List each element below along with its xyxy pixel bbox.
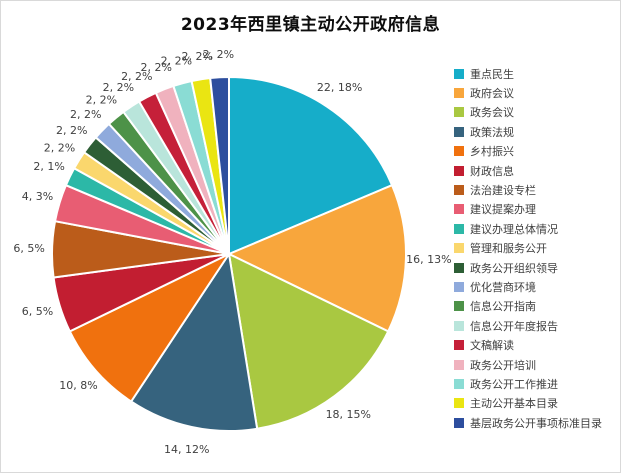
- legend-item-label: 优化营商环境: [470, 280, 536, 294]
- slice-data-label: 10, 8%: [59, 379, 97, 392]
- legend-item-7[interactable]: 法治建设专栏: [454, 180, 602, 199]
- legend-swatch-icon: [454, 68, 464, 79]
- slice-data-label: 18, 15%: [326, 408, 371, 421]
- legend-item-label: 法治建设专栏: [470, 184, 536, 198]
- legend-swatch-icon: [454, 417, 464, 428]
- legend-item-3[interactable]: 政务会议: [454, 103, 602, 122]
- legend-item-label: 乡村振兴: [470, 145, 514, 159]
- slice-data-label: 2, 1%: [33, 160, 64, 173]
- legend-swatch-icon: [454, 281, 464, 292]
- legend-item-16[interactable]: 政务公开培训: [454, 355, 602, 374]
- legend-item-label: 政务公开培训: [470, 358, 536, 372]
- legend-item-label: 主动公开基本目录: [470, 397, 558, 411]
- legend-swatch-icon: [454, 378, 464, 389]
- legend-item-label: 财政信息: [470, 164, 514, 178]
- legend-swatch-icon: [454, 262, 464, 273]
- legend-swatch-icon: [454, 107, 464, 118]
- legend-item-label: 政务公开组织领导: [470, 261, 558, 275]
- legend-swatch-icon: [454, 243, 464, 254]
- legend-item-label: 建议提案办理: [470, 203, 536, 217]
- legend-swatch-icon: [454, 398, 464, 409]
- slice-data-label: 2, 2%: [44, 141, 75, 154]
- legend-item-label: 信息公开指南: [470, 300, 536, 314]
- pie-slice-3[interactable]: [228, 253, 390, 430]
- pie-slice-19[interactable]: [209, 75, 230, 255]
- legend-swatch-icon: [454, 88, 464, 99]
- legend-item-label: 政务公开工作推进: [470, 377, 558, 391]
- legend-swatch-icon: [454, 126, 464, 137]
- legend-item-label: 信息公开年度报告: [470, 319, 558, 333]
- legend-swatch-icon: [454, 185, 464, 196]
- slice-data-label: 2, 2%: [56, 124, 87, 137]
- legend-item-14[interactable]: 信息公开年度报告: [454, 316, 602, 335]
- slice-data-label: 2, 2%: [86, 94, 117, 107]
- legend-swatch-icon: [454, 340, 464, 351]
- legend-item-10[interactable]: 管理和服务公开: [454, 239, 602, 258]
- slice-data-label: 16, 13%: [406, 253, 451, 266]
- chart-legend: 重点民生政府会议政务会议政策法规乡村振兴财政信息法治建设专栏 建议提案办理建议办理…: [454, 64, 602, 432]
- slice-data-label: 22, 18%: [317, 81, 362, 94]
- slice-data-label: 6, 5%: [22, 305, 53, 318]
- legend-item-label: 基层政务公开事项标准目录: [470, 416, 602, 430]
- legend-swatch-icon: [454, 223, 464, 234]
- legend-item-4[interactable]: 政策法规: [454, 122, 602, 141]
- legend-item-18[interactable]: 主动公开基本目录: [454, 394, 602, 413]
- pie-slice-5[interactable]: [68, 253, 230, 403]
- legend-item-label: 文稿解读: [470, 339, 514, 353]
- legend-item-5[interactable]: 乡村振兴: [454, 142, 602, 161]
- legend-item-17[interactable]: 政务公开工作推进: [454, 374, 602, 393]
- slice-data-label: 2, 2%: [161, 55, 192, 68]
- slice-data-label: 6, 5%: [13, 242, 44, 255]
- legend-item-label: 管理和服务公开: [470, 242, 547, 256]
- pie-slice-1[interactable]: [228, 76, 394, 255]
- legend-item-13[interactable]: 信息公开指南: [454, 297, 602, 316]
- legend-item-2[interactable]: 政府会议: [454, 83, 602, 102]
- legend-item-label: 政务会议: [470, 106, 514, 120]
- slice-data-label: 14, 12%: [164, 443, 209, 456]
- legend-item-15[interactable]: 文稿解读: [454, 335, 602, 354]
- legend-item-6[interactable]: 财政信息: [454, 161, 602, 180]
- legend-swatch-icon: [454, 320, 464, 331]
- legend-swatch-icon: [454, 359, 464, 370]
- legend-item-label: 政策法规: [470, 125, 514, 139]
- slice-data-label: 2, 2%: [181, 50, 212, 63]
- slice-data-label: 2, 2%: [140, 61, 171, 74]
- legend-item-label: 重点民生: [470, 67, 514, 81]
- legend-item-label: 政府会议: [470, 87, 514, 101]
- legend-item-8[interactable]: 建议提案办理: [454, 200, 602, 219]
- legend-swatch-icon: [454, 204, 464, 215]
- pie-slice-4[interactable]: [130, 253, 259, 432]
- legend-item-12[interactable]: 优化营商环境: [454, 277, 602, 296]
- slice-data-label: 4, 3%: [22, 190, 53, 203]
- chart-title: 2023年西里镇主动公开政府信息: [180, 15, 441, 35]
- slice-data-label: 2, 2%: [103, 81, 134, 94]
- legend-item-11[interactable]: 政务公开组织领导: [454, 258, 602, 277]
- legend-item-label: 建议办理总体情况: [470, 222, 558, 236]
- pie-slice-2[interactable]: [228, 184, 407, 333]
- legend-swatch-icon: [454, 146, 464, 157]
- slice-data-label: 2, 2%: [70, 108, 101, 121]
- slice-data-label: 2, 2%: [203, 48, 234, 61]
- legend-item-19[interactable]: 基层政务公开事项标准目录: [454, 413, 602, 432]
- legend-swatch-icon: [454, 301, 464, 312]
- slice-data-label: 2, 2%: [121, 70, 152, 83]
- legend-item-9[interactable]: 建议办理总体情况: [454, 219, 602, 238]
- legend-item-1[interactable]: 重点民生: [454, 64, 602, 83]
- legend-swatch-icon: [454, 165, 464, 176]
